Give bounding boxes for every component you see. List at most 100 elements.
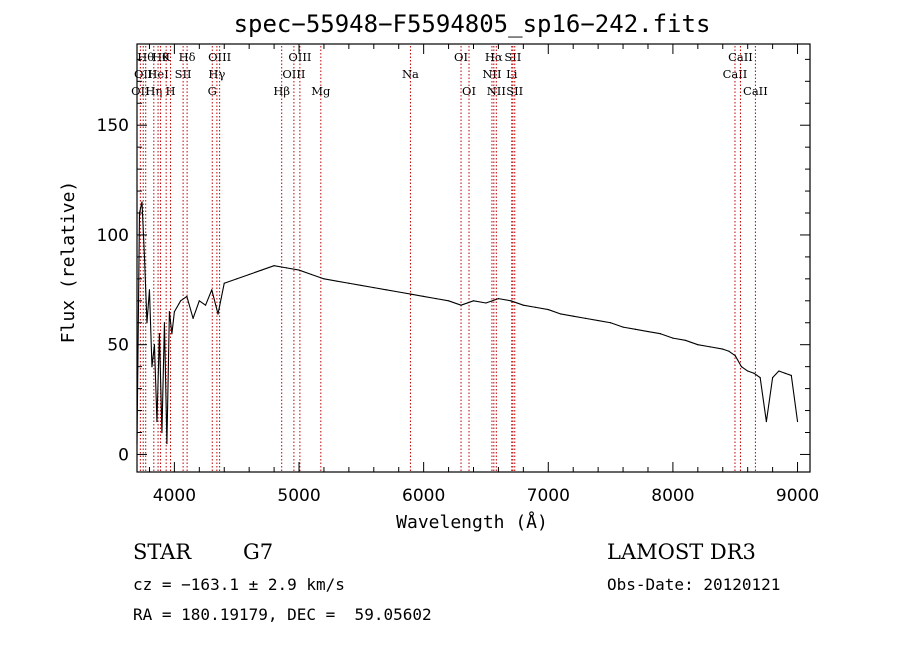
spectrum-point-29 [298, 269, 300, 271]
spectral-line-markers: OIIOIIHθHηHeIHθKHSIIHδGHγOIIIHβOIIIOIIIM… [131, 46, 768, 471]
redshift-velocity: cz = −163.1 ± 2.9 km/s [133, 575, 345, 594]
spectrum-point-67 [747, 370, 749, 372]
spectrum-point-51 [572, 315, 574, 317]
spectrum-point-22 [217, 313, 219, 315]
spectrum-point-53 [597, 319, 599, 322]
spectral-line-label-5: Hθ [152, 50, 169, 64]
spectrum-series [136, 201, 799, 445]
spectrum-point-65 [734, 355, 736, 357]
spectral-line-label-9: Hδ [179, 50, 196, 64]
spectrum-point-19 [198, 300, 200, 302]
spectrum-point-52 [585, 317, 587, 319]
spectral-line-label-19: OI [462, 84, 476, 98]
spectrum-point-40 [435, 298, 437, 300]
spectral-line-label-2: Hθ [137, 50, 154, 64]
y-tick-label-0: 0 [118, 445, 129, 465]
sky-coordinates: RA = 180.19179, DEC = 59.05602 [133, 605, 432, 624]
y-axis-title: Flux (relative) [58, 181, 79, 344]
spectrum-point-17 [186, 295, 188, 298]
x-tick-label-8000: 8000 [651, 486, 694, 506]
spectrum-point-60 [684, 339, 686, 341]
y-tick-label-100: 100 [97, 226, 129, 246]
spectrum-point-5 [148, 289, 151, 291]
spectrum-point-41 [447, 300, 450, 302]
spectrum-point-12 [166, 442, 168, 445]
axes: 4000 5000 6000 7000 8000 9000 0 50 100 150 [97, 44, 819, 506]
spectrum-point-35 [373, 287, 375, 289]
survey-name: LAMOST DR3 [607, 540, 756, 564]
spectrum-point-15 [173, 311, 175, 313]
spectral-line-label-20: NII [482, 67, 501, 81]
x-tick-label-5000: 5000 [277, 486, 320, 506]
spectrum-point-18 [192, 317, 194, 319]
spectral-line-label-17: Na [402, 67, 419, 81]
spectrum-point-20 [204, 304, 207, 306]
spectrum-point-21 [211, 289, 213, 291]
spectrum-point-70 [765, 420, 767, 423]
spectrum-point-33 [348, 282, 350, 284]
spectrum-point-27 [273, 265, 275, 267]
spectrum-point-62 [709, 346, 711, 348]
spectrum-point-48 [535, 306, 537, 308]
spectral-subclass: G7 [243, 540, 274, 564]
spectrum-point-43 [472, 300, 475, 302]
spectral-line-label-4: HeI [147, 67, 168, 81]
spectral-line-label-10: G [208, 84, 217, 98]
spectrum-point-31 [323, 278, 325, 280]
spectrum-point-28 [285, 267, 288, 269]
x-tick-label-7000: 7000 [527, 486, 570, 506]
plot-frame [136, 43, 811, 473]
spectrum-point-30 [310, 273, 313, 276]
spectrum-point-54 [609, 322, 612, 324]
spectrum-line-spectrum [136, 201, 799, 445]
spectrum-point-14 [171, 333, 173, 335]
spectrum-point-75 [796, 420, 799, 423]
spectrum-point-68 [753, 372, 755, 374]
spectrum-point-58 [659, 333, 662, 335]
spectral-line-label-1: OII [134, 67, 153, 81]
observation-date: Obs-Date: 20120121 [607, 575, 781, 594]
spectral-line-label-6: K [162, 50, 171, 64]
spectral-line-label-24: SII [504, 50, 521, 64]
spectral-line-label-0: OII [131, 84, 150, 98]
spectrum-point-37 [398, 291, 400, 293]
spectrum-point-47 [522, 304, 524, 306]
spectrum-point-56 [634, 328, 637, 330]
spectrum-point-16 [180, 300, 182, 302]
spectral-line-label-14: OIII [282, 67, 305, 81]
spectrum-point-50 [560, 313, 562, 315]
spectral-line-label-25: SII [506, 84, 523, 98]
spectrum-point-72 [778, 370, 780, 372]
spectral-line-label-26: CaII [723, 67, 748, 81]
spectrum-point-7 [153, 344, 156, 346]
spectrum-point-23 [223, 282, 225, 284]
spectral-line-label-11: Hγ [208, 67, 225, 81]
x-tick-label-9000: 9000 [776, 486, 819, 506]
spectrum-point-24 [236, 278, 238, 280]
spectrum-point-61 [697, 344, 699, 346]
spectrum-point-32 [335, 280, 338, 282]
spectrum-point-44 [485, 302, 487, 304]
y-tick-label-50: 50 [107, 336, 129, 356]
spectrum-point-3 [143, 256, 146, 258]
spectrum-point-73 [784, 372, 786, 374]
spectrum-point-64 [728, 350, 730, 352]
spectral-line-label-15: OIII [288, 50, 311, 64]
spectrum-point-9 [158, 333, 161, 335]
spectral-line-label-21: Hα [485, 50, 503, 64]
spectrum-point-2 [141, 201, 143, 203]
spectrum-point-46 [510, 300, 512, 302]
spectrum-point-4 [146, 322, 148, 324]
spectrum-point-34 [360, 284, 362, 287]
object-class: STAR [133, 540, 192, 564]
spectrum-point-55 [622, 326, 624, 328]
spectral-line-label-8: SII [175, 67, 192, 81]
spectrum-point-25 [248, 273, 250, 276]
spectrum-point-13 [168, 311, 170, 313]
spectral-line-label-28: CaII [743, 84, 768, 98]
spectrum-point-45 [497, 298, 500, 300]
spectrum-point-74 [790, 374, 792, 377]
spectrum-point-39 [423, 295, 425, 298]
spectral-line-label-18: OI [454, 50, 468, 64]
